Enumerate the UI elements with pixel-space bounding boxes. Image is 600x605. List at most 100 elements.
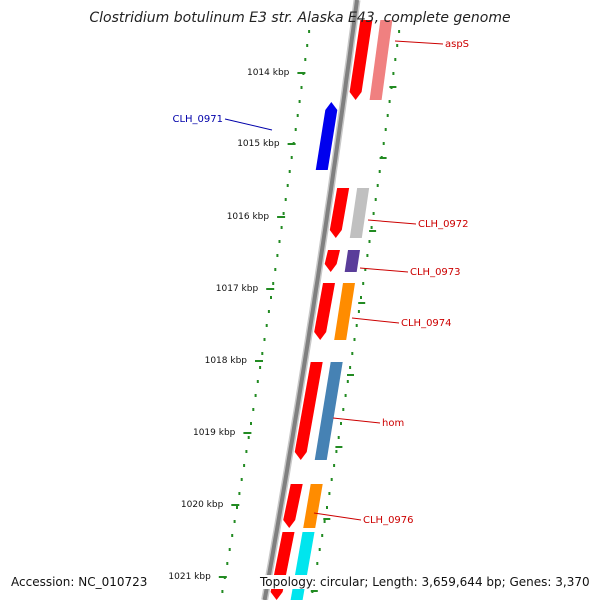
track-dot (296, 114, 299, 117)
track-dot (254, 394, 257, 397)
track-dot (326, 506, 328, 509)
track-dot (333, 464, 336, 467)
track-dot (382, 142, 385, 145)
track-dot (261, 352, 264, 355)
track-dot (247, 436, 250, 439)
axis-tick-label: 1021 kbp (168, 572, 211, 582)
gene-label: CLH_0974 (401, 318, 452, 329)
track-dot (300, 86, 303, 89)
label-leader-line (224, 118, 273, 131)
track-dot (233, 520, 236, 523)
track-dot (259, 366, 262, 369)
axis-tick (369, 230, 377, 232)
gene-feature (314, 362, 343, 460)
track-dot (384, 128, 387, 131)
track-dot (323, 520, 326, 523)
axis-tick (347, 374, 354, 376)
label-leader-line (359, 267, 409, 273)
track-dot (270, 296, 272, 299)
track-dot (316, 562, 319, 565)
gene-feature (334, 283, 356, 340)
track-dot (228, 548, 231, 551)
track-dot (278, 240, 281, 243)
track-dot (284, 198, 287, 201)
track-dot (280, 226, 283, 229)
track-dot (372, 212, 375, 215)
axis-tick (243, 432, 252, 434)
track-dot (392, 72, 395, 75)
track-dot (328, 492, 331, 495)
track-dot (344, 394, 347, 397)
track-dot (349, 366, 352, 369)
track-dot (340, 422, 342, 425)
track-dot (298, 100, 301, 103)
track-dot (376, 184, 379, 187)
axis-tick (231, 504, 240, 506)
track-dot (221, 590, 224, 593)
axis-tick-label: 1018 kbp (205, 356, 248, 366)
gene-label: CLH_0972 (418, 219, 469, 230)
track-dot (231, 534, 234, 537)
track-dot (286, 184, 289, 187)
axis-tick-label: 1017 kbp (216, 284, 259, 294)
map-title: Clostridium botulinum E3 str. Alaska E43… (89, 10, 511, 26)
track-dot (265, 324, 268, 327)
track-dot (304, 58, 307, 61)
axis-tick (297, 72, 306, 74)
track-dot (360, 296, 362, 299)
genome-backbone (261, 0, 361, 601)
axis-tick (277, 216, 286, 218)
track-dot (362, 282, 365, 285)
genome-summary-text: Topology: circular; Length: 3,659,644 bp… (258, 575, 592, 589)
track-dot (243, 464, 246, 467)
gene-label: CLH_0976 (363, 515, 414, 526)
axis-tick-label: 1019 kbp (193, 428, 236, 438)
cds-feature (329, 188, 350, 238)
track-dot (318, 548, 321, 551)
axis-tick (379, 157, 387, 159)
track-dot (240, 478, 243, 481)
track-dot (353, 338, 356, 341)
gene-feature (369, 20, 393, 100)
gene-feature (344, 250, 360, 272)
axis-ticks: 1014 kbp 1015 kbp 1016 kbp 1017 kbp 1018 kbp… (168, 68, 397, 592)
label-leader-line (332, 417, 381, 424)
track-dot (238, 492, 241, 495)
track-dot (386, 114, 389, 117)
track-dot (267, 310, 270, 313)
track-dot (330, 478, 333, 481)
axis-tick (358, 302, 366, 304)
tick-dotted-track (221, 30, 401, 593)
track-dot (368, 240, 371, 243)
track-dot (236, 506, 238, 509)
axis-tick (287, 143, 296, 145)
track-dot (388, 100, 391, 103)
cds-feature (349, 20, 373, 100)
track-dot (274, 268, 277, 271)
cds-feature (314, 283, 336, 340)
track-dot (245, 450, 248, 453)
axis-tick (266, 288, 275, 290)
track-dot (396, 44, 399, 47)
track-dot (346, 380, 349, 383)
track-dot (394, 58, 397, 61)
cds-feature (283, 484, 303, 528)
track-dot (342, 408, 345, 411)
track-dot (256, 380, 259, 383)
track-dot (378, 170, 381, 173)
track-dot (250, 422, 252, 425)
axis-tick-label: 1020 kbp (181, 500, 224, 510)
label-leader-line (394, 40, 444, 45)
track-dot (321, 534, 324, 537)
label-leader-line (313, 512, 362, 521)
axis-tick (218, 576, 227, 578)
axis-tick (335, 446, 343, 448)
accession-text: Accession: NC_010723 (9, 575, 150, 589)
gene-label: CLH_0973 (410, 267, 461, 278)
track-dot (282, 212, 285, 215)
label-leaders (224, 40, 444, 521)
axis-tick (323, 518, 331, 520)
track-dot (308, 30, 311, 33)
